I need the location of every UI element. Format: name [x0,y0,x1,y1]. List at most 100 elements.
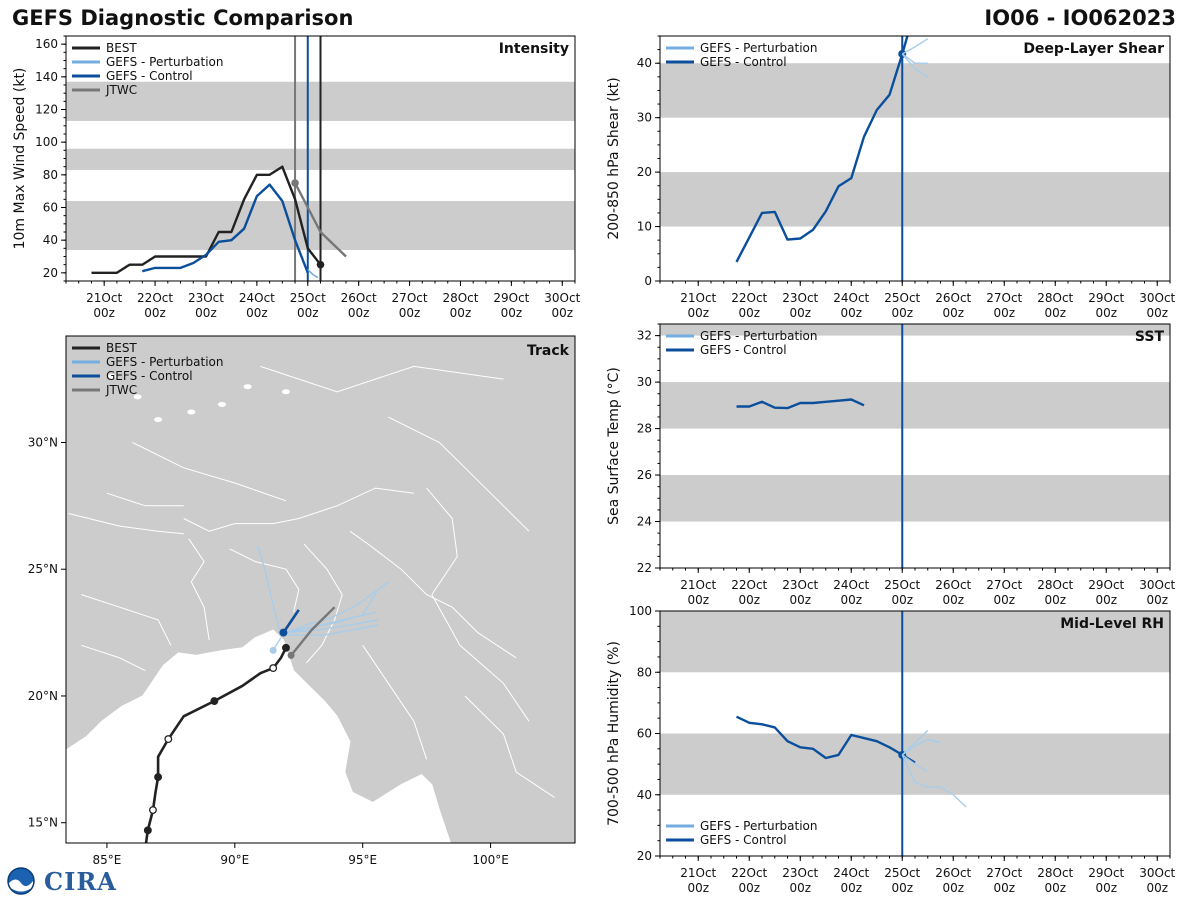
shaded-band [660,611,1170,673]
series-line-gefs-control [735,36,909,263]
x-tick-day-label: 23Oct [188,291,224,305]
x-tick-hour-label: 00z [1146,881,1168,895]
x-tick-hour-label: 00z [297,306,319,320]
best-track-point [154,773,163,782]
y-tick-label: 20 [43,266,58,280]
y-tick-label: 20°N [28,689,58,703]
x-tick-day-label: 30Oct [1139,578,1175,592]
legend-label: GEFS - Control [700,833,787,847]
x-tick-hour-label: 00z [789,881,811,895]
boundary-line [132,442,287,502]
legend-label: GEFS - Perturbation [700,819,817,833]
y-axis-label: Sea Surface Temp (°C) [606,367,622,525]
x-tick-hour-label: 00z [993,881,1015,895]
panel-title: SST [1135,329,1165,345]
rh-chart: 2040608010021Oct00z22Oct00z23Oct00z24Oct… [606,604,1176,895]
boundary-line [229,548,300,613]
x-tick-hour-label: 00z [993,306,1015,320]
x-tick-hour-label: 00z [1146,306,1168,320]
track-frame [65,335,576,844]
best-track-point [149,806,157,814]
best-track-point [269,664,278,673]
y-tick-label: 25°N [28,562,58,576]
perturbation-track [285,619,379,634]
boundary-line [362,645,428,760]
boundary-line [183,487,414,532]
cira-logo: CIRA [6,866,117,896]
y-tick-label: 120 [35,103,58,117]
x-tick-day-label: 27Oct [986,578,1022,592]
lake [154,417,163,423]
x-tick-day-label: 28Oct [1037,578,1073,592]
lake [133,394,142,400]
y-axis-label: 200-850 hPa Shear (kt) [606,77,622,239]
y-tick-label: 26 [637,468,652,482]
x-tick-hour-label: 00z [687,306,709,320]
boundary-line [388,416,530,532]
series-line-best [91,165,322,274]
y-tick-label: 20 [637,849,652,863]
x-tick-label: 100°E [472,853,509,867]
y-tick-label: 0 [644,274,652,288]
x-tick-day-label: 23Oct [782,291,818,305]
x-tick-day-label: 21Oct [86,291,122,305]
boundary-line [68,513,184,535]
noaa-logo-icon [7,867,35,895]
best-track-point [210,697,219,705]
x-tick-hour-label: 00z [942,881,964,895]
y-tick-label: 30°N [28,435,58,449]
x-tick-hour-label: 00z [1095,593,1117,607]
shaded-band [660,172,1170,227]
x-tick-hour-label: 00z [348,306,370,320]
y-tick-label: 100 [35,135,58,149]
x-tick-day-label: 21Oct [680,866,716,880]
y-tick-label: 22 [637,561,652,575]
lake [108,374,117,380]
x-tick-day-label: 21Oct [680,578,716,592]
y-tick-label: 24 [637,515,652,529]
x-tick-hour-label: 00z [1044,593,1066,607]
x-tick-day-label: 29Oct [1088,866,1124,880]
legend-label: GEFS - Perturbation [700,41,817,55]
panel-title: Deep-Layer Shear [1023,41,1164,57]
x-tick-day-label: 29Oct [1088,291,1124,305]
perturbation-track [285,611,376,634]
x-tick-day-label: 30Oct [1139,291,1175,305]
x-tick-day-label: 26Oct [935,291,971,305]
series-line-gefs-perturbation [901,729,929,756]
x-tick-day-label: 29Oct [493,291,529,305]
series-line-gefs-perturbation [901,754,967,808]
x-tick-hour-label: 00z [1146,593,1168,607]
storm-id-title: IO06 - IO062023 [984,6,1176,30]
boundary-line [464,695,555,798]
x-tick-day-label: 24Oct [833,291,869,305]
x-tick-day-label: 26Oct [935,866,971,880]
jtwc-start-point [287,651,295,659]
shaded-band [660,63,1170,118]
x-tick-day-label: 22Oct [731,578,767,592]
boundary-line [106,492,184,507]
control-start-point [279,628,288,637]
jtwc-track-line [290,606,336,657]
legend-label: GEFS - Perturbation [106,55,223,69]
perturbation-track [285,581,389,634]
x-tick-hour-label: 00z [687,593,709,607]
x-tick-day-label: 23Oct [782,866,818,880]
lake [218,401,227,407]
series-line-gefs-control [735,715,916,764]
shear-plot-area [660,36,1170,281]
series-line-gefs-perturbation [901,38,929,55]
x-tick-hour-label: 00z [195,306,217,320]
legend-label: GEFS - Perturbation [700,329,817,343]
series-line-gefs-control [736,398,865,410]
boundary-line [349,530,517,659]
track-chart: 85°E 90°E 95°E 100°E 15°N 20°N 25°N 30°N Track BE… [28,335,576,867]
x-tick-day-label: 27Oct [392,291,428,305]
series-line-gefs-perturbation [901,754,929,773]
panel-title: Track [527,343,570,359]
legend-label: JTWC [105,383,137,397]
x-tick-hour-label: 00z [144,306,166,320]
best-track-point [164,735,173,744]
x-tick-day-label: 27Oct [986,291,1022,305]
